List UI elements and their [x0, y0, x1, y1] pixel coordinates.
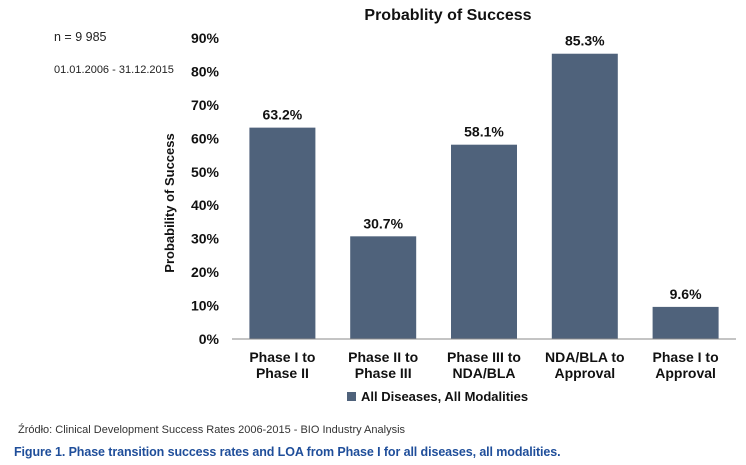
y-tick-label: 20%	[191, 264, 220, 280]
x-category-label: NDA/BLA to	[545, 349, 625, 365]
bar	[350, 236, 417, 339]
y-tick-label: 90%	[191, 30, 220, 46]
x-category-label: Phase III to	[447, 349, 521, 365]
data-label: 85.3%	[565, 33, 605, 49]
legend-label: All Diseases, All Modalities	[361, 389, 528, 404]
y-tick-label: 70%	[191, 97, 220, 113]
x-category-label: Approval	[655, 365, 716, 381]
y-axis-title: Probability of Success	[162, 133, 177, 272]
y-tick-label: 50%	[191, 164, 220, 180]
data-label: 58.1%	[464, 124, 504, 140]
figure-caption: Figure 1. Phase transition success rates…	[14, 445, 561, 459]
y-axis: 0% 10% 20% 30% 40% 50% 60% 70% 80% 90%	[191, 30, 220, 347]
y-tick-label: 0%	[199, 331, 220, 347]
legend: All Diseases, All Modalities	[347, 389, 528, 404]
x-category-label: Phase I to	[653, 349, 719, 365]
data-label: 63.2%	[263, 107, 303, 123]
period-note: 01.01.2006 - 31.12.2015	[54, 64, 174, 76]
x-category-label: Phase I to	[249, 349, 315, 365]
x-category-label: Phase III	[355, 365, 412, 381]
x-category-label: Phase II to	[348, 349, 418, 365]
source-note: Źródło: Clinical Development Success Rat…	[18, 424, 406, 436]
data-label: 30.7%	[363, 215, 403, 231]
bar	[249, 127, 316, 340]
y-tick-label: 10%	[191, 298, 220, 314]
x-category-label: NDA/BLA	[453, 365, 516, 381]
bar	[551, 53, 618, 340]
bar	[451, 144, 517, 339]
sample-size-note: n = 9 985	[54, 30, 107, 44]
y-tick-label: 60%	[191, 130, 220, 146]
bars-group: 63.2% 30.7% 58.1% 85.3% 9.6%	[249, 33, 719, 340]
x-category-label: Phase II	[256, 365, 309, 381]
y-tick-label: 80%	[191, 63, 220, 79]
x-category-label: Approval	[554, 365, 615, 381]
chart-title: Probablity of Success	[364, 7, 531, 24]
bar-chart: Probablity of Success Probability of Suc…	[162, 7, 736, 404]
bar	[652, 306, 719, 339]
legend-swatch	[347, 392, 356, 401]
y-tick-label: 40%	[191, 197, 220, 213]
y-tick-label: 30%	[191, 231, 220, 247]
data-label: 9.6%	[670, 286, 702, 302]
